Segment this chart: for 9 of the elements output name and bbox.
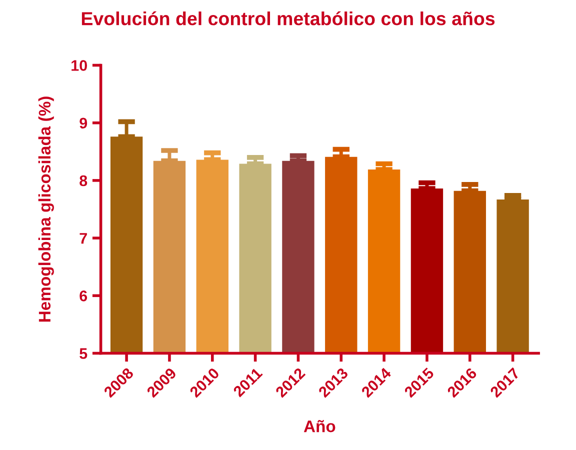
chart-title: Evolución del control metabólico con los años: [82, 11, 495, 26]
y-tick-label: 10: [72, 60, 87, 71]
y-tick-label: 6: [80, 290, 88, 302]
y-tick-label: 5: [80, 348, 88, 359]
y-axis-title: Hemoglobina glicosilada (%): [38, 96, 54, 322]
x-axis-title: Año: [304, 420, 336, 432]
y-tick-label: 9: [80, 118, 88, 129]
y-tick-label: 8: [80, 175, 88, 186]
y-tick-label: 7: [80, 233, 87, 244]
